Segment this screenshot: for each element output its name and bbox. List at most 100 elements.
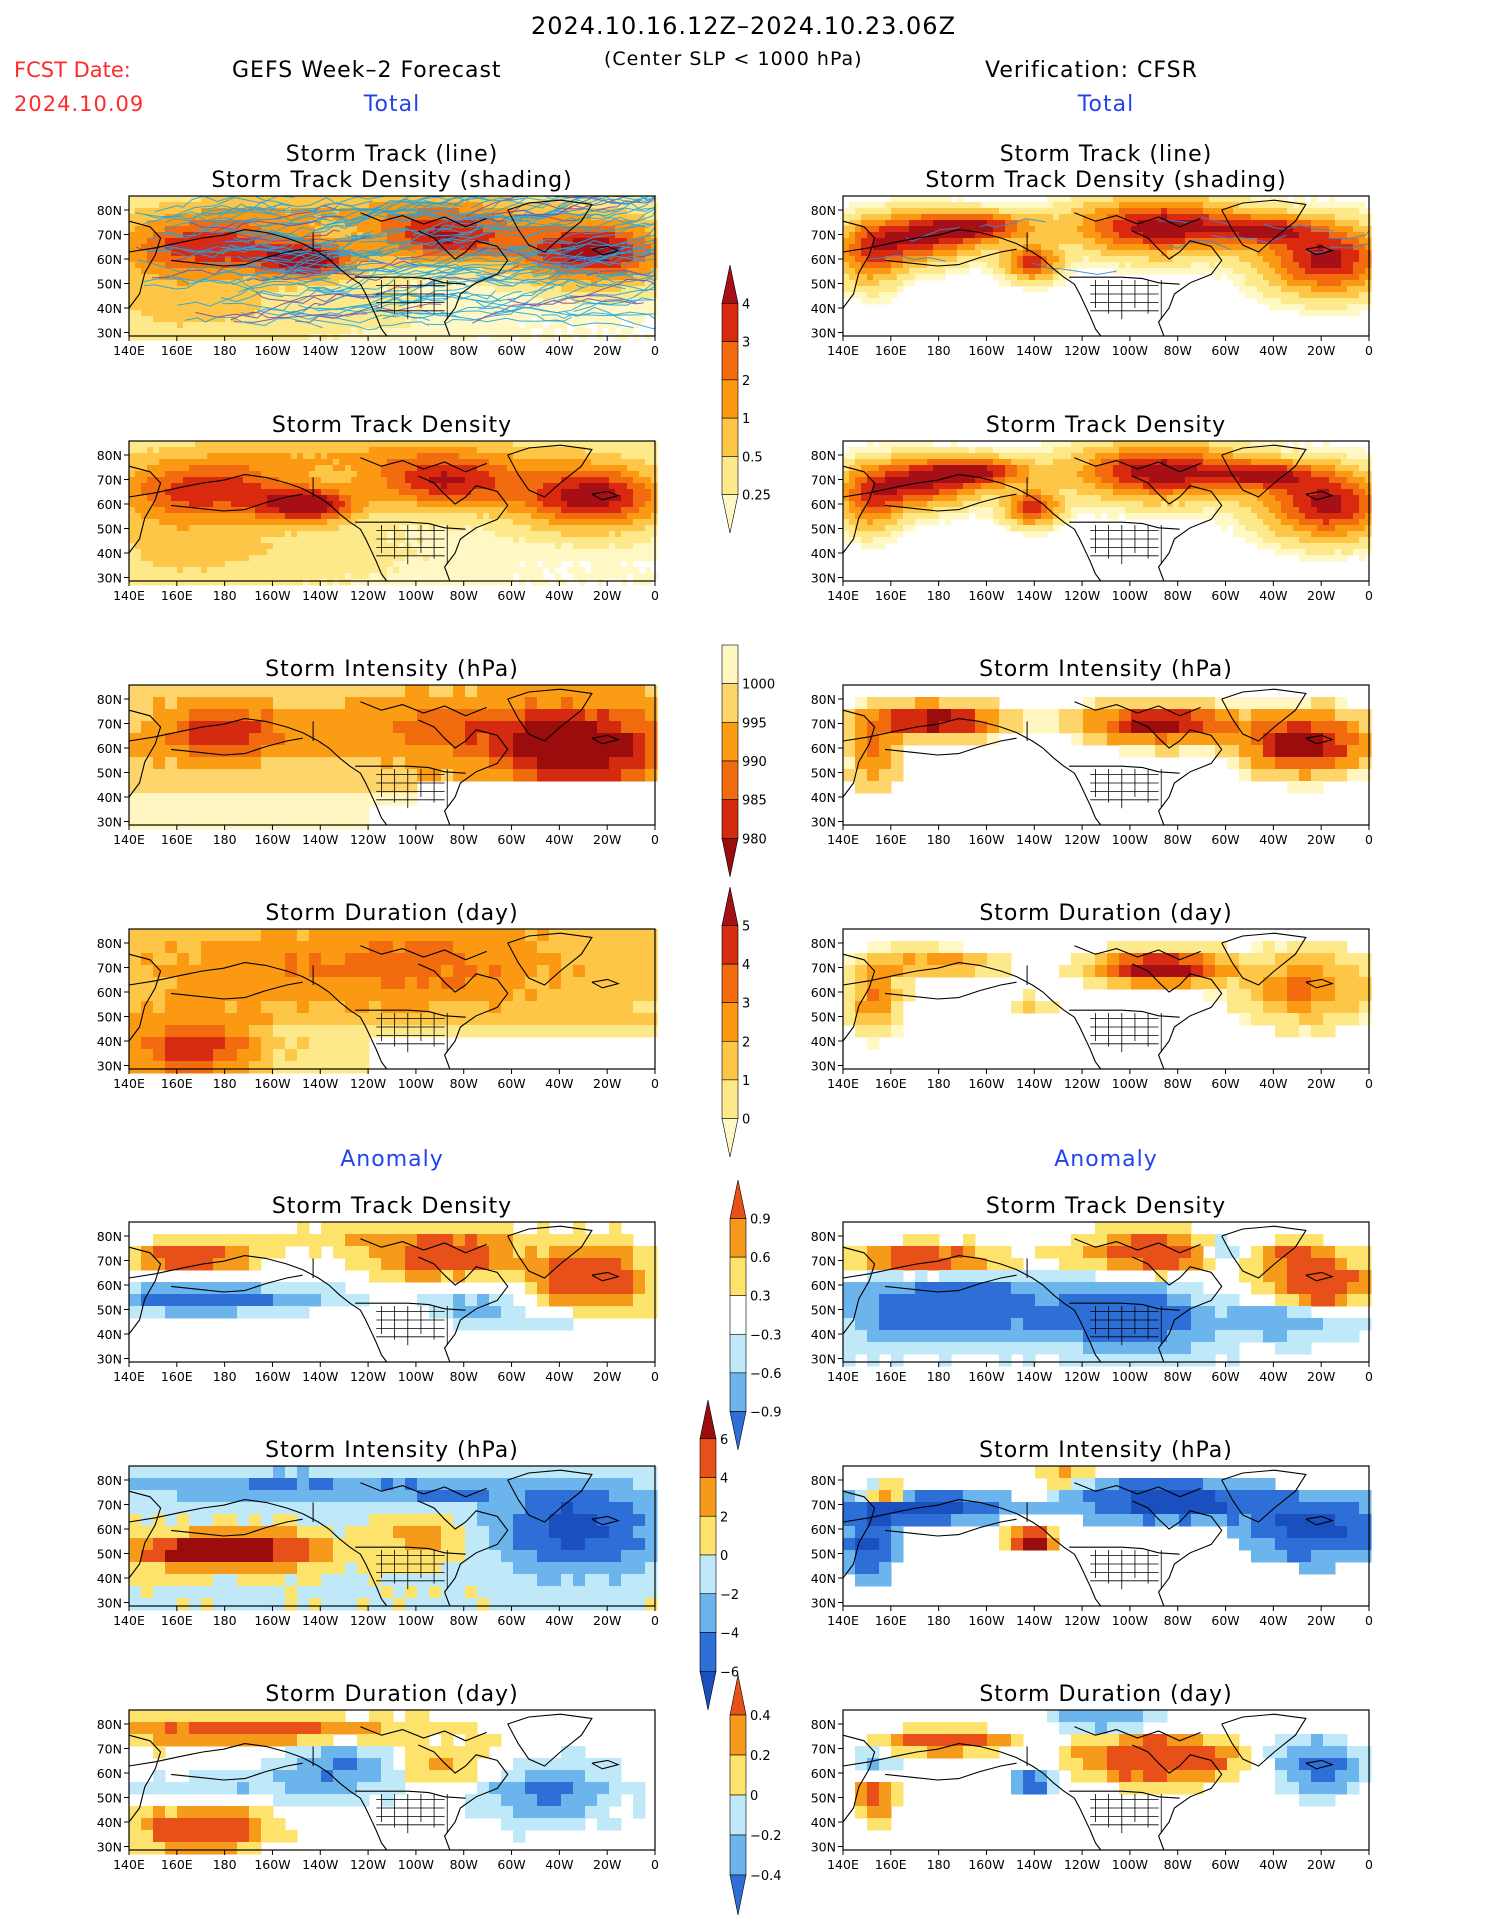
field-cell (171, 238, 178, 245)
field-cell (189, 202, 196, 209)
field-cell (441, 286, 448, 293)
field-cell (849, 256, 856, 263)
field-cell (195, 495, 202, 502)
field-cell (429, 459, 436, 466)
field-cell (579, 328, 586, 335)
field-cell (543, 304, 550, 311)
field-cell (969, 220, 976, 227)
field-cell (273, 519, 280, 526)
field-cell (1185, 226, 1192, 233)
field-cell (1317, 208, 1324, 215)
field-cell (255, 507, 262, 514)
field-cell (387, 304, 394, 311)
field-cell (405, 465, 412, 472)
field-cell (609, 280, 616, 287)
field-cell (651, 519, 658, 526)
field-cell (1263, 202, 1270, 209)
field-cell (999, 274, 1006, 281)
field-cell (1293, 304, 1300, 311)
field-cell (975, 244, 982, 251)
field-cell (291, 447, 298, 454)
field-cell (1215, 214, 1222, 221)
field-cell (1209, 208, 1216, 215)
field-cell (339, 447, 346, 454)
field-cell (267, 322, 274, 329)
lon-tick-label: 120W (1064, 343, 1100, 358)
field-cell (501, 334, 508, 341)
field-cell (399, 304, 406, 311)
field-cell (1227, 256, 1234, 263)
field-cell (1209, 202, 1216, 209)
field-cell (591, 232, 598, 239)
field-cell (1293, 238, 1300, 245)
field-cell (1287, 214, 1294, 221)
field-cell (621, 292, 628, 299)
field-cell (387, 220, 394, 227)
field-cell (177, 489, 184, 496)
field-cell (1095, 256, 1102, 263)
field-cell (1269, 250, 1276, 257)
field-cell (189, 453, 196, 460)
lon-tick-label: 40W (1259, 343, 1287, 358)
field-cell (339, 519, 346, 526)
field-cell (1065, 226, 1072, 233)
field-cell (435, 519, 442, 526)
field-cell (1041, 274, 1048, 281)
field-cell (1335, 304, 1342, 311)
field-cell (879, 268, 886, 275)
field-cell (855, 202, 862, 209)
field-cell (909, 244, 916, 251)
field-cell (201, 262, 208, 269)
field-cell (951, 220, 958, 227)
field-cell (885, 274, 892, 281)
field-cell (1119, 268, 1126, 275)
field-cell (369, 489, 376, 496)
field-cell (177, 244, 184, 251)
field-cell (639, 519, 646, 526)
field-cell (639, 477, 646, 484)
field-cell (1005, 202, 1012, 209)
field-cell (375, 244, 382, 251)
field-cell (1245, 286, 1252, 293)
field-cell (1221, 268, 1228, 275)
lat-tick-label: 40N (97, 301, 122, 316)
field-cell (519, 519, 526, 526)
field-cell (477, 196, 484, 203)
field-cell (417, 447, 424, 454)
field-cell (489, 196, 496, 203)
field-cell (165, 310, 172, 317)
field-cell (1221, 238, 1228, 245)
field-cell (1335, 274, 1342, 281)
field-cell (1305, 304, 1312, 311)
field-cell (177, 280, 184, 287)
field-cell (501, 286, 508, 293)
field-cell (135, 274, 142, 281)
field-cell (957, 214, 964, 221)
field-cell (459, 328, 466, 335)
field-cell (1149, 208, 1156, 215)
field-cell (381, 286, 388, 293)
field-cell (405, 453, 412, 460)
field-cell (207, 268, 214, 275)
field-cell (255, 268, 262, 275)
field-cell (195, 453, 202, 460)
field-cell (1299, 292, 1306, 299)
field-cell (597, 441, 604, 448)
field-cell (1197, 256, 1204, 263)
field-cell (225, 489, 232, 496)
field-cell (621, 274, 628, 281)
field-cell (585, 286, 592, 293)
field-cell (345, 465, 352, 472)
field-cell (507, 489, 514, 496)
field-cell (285, 501, 292, 508)
field-cell (885, 202, 892, 209)
field-cell (321, 483, 328, 490)
field-cell (555, 447, 562, 454)
field-cell (183, 298, 190, 305)
field-cell (405, 477, 412, 484)
field-cell (423, 280, 430, 287)
field-cell (189, 262, 196, 269)
field-cell (621, 280, 628, 287)
field-cell (339, 334, 346, 341)
field-cell (267, 328, 274, 335)
